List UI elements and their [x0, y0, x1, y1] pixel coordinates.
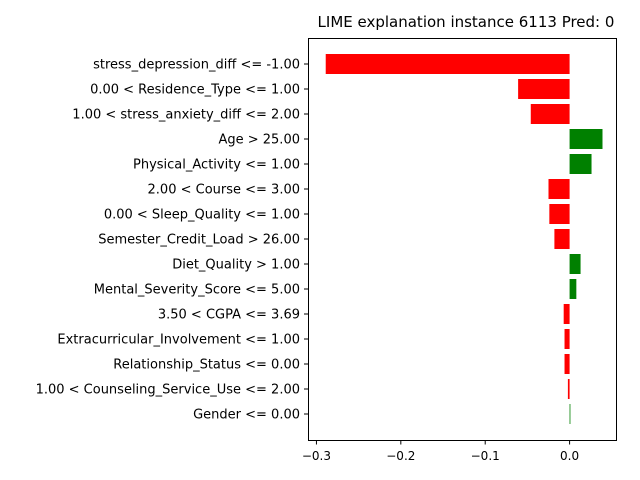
bar [567, 379, 570, 399]
bar [569, 254, 581, 274]
feature-label: 3.50 < CGPA <= 3.69 [158, 308, 300, 323]
bar [549, 204, 570, 224]
feature-label: 0.00 < Residence_Type <= 1.00 [90, 83, 300, 98]
chart-title: LIME explanation instance 6113 Pred: 0 [318, 13, 615, 31]
plot-frame [308, 38, 617, 441]
bar [518, 79, 570, 99]
bar [325, 54, 570, 74]
bar [564, 354, 570, 374]
feature-label: Semester_Credit_Load > 26.00 [98, 233, 300, 248]
bar [554, 229, 570, 249]
feature-label: 1.00 < stress_anxiety_diff <= 2.00 [72, 108, 300, 123]
feature-label: stress_depression_diff <= -1.00 [93, 58, 300, 73]
feature-label: 0.00 < Sleep_Quality <= 1.00 [104, 208, 300, 223]
feature-label: Age > 25.00 [218, 133, 300, 148]
bar [548, 179, 570, 199]
x-ticks-group: −0.3 −0.2 −0.1 0.0 [302, 440, 579, 463]
x-tick-label: 0.0 [560, 449, 579, 463]
feature-label: Physical_Activity <= 1.00 [133, 158, 300, 173]
x-tick-label: −0.2 [386, 449, 415, 463]
bar [569, 129, 603, 149]
feature-label: Extracurricular_Involvement <= 1.00 [57, 333, 300, 348]
x-tick-label: −0.1 [471, 449, 500, 463]
feature-label: Mental_Severity_Score <= 5.00 [94, 283, 300, 298]
bar [569, 154, 592, 174]
bar [569, 404, 571, 424]
x-tick-label: −0.3 [302, 449, 331, 463]
feature-label: Relationship_Status <= 0.00 [113, 358, 300, 373]
bar [530, 104, 570, 124]
feature-label: 1.00 < Counseling_Service_Use <= 2.00 [36, 383, 300, 398]
feature-labels-group: stress_depression_diff <= -1.00 0.00 < Re… [36, 58, 308, 423]
bars-group [325, 54, 603, 424]
feature-label: Diet_Quality > 1.00 [172, 258, 300, 273]
bar [569, 279, 577, 299]
feature-label: 2.00 < Course <= 3.00 [148, 183, 300, 198]
bar [563, 304, 570, 324]
feature-label: Gender <= 0.00 [193, 408, 300, 423]
bar [564, 329, 570, 349]
